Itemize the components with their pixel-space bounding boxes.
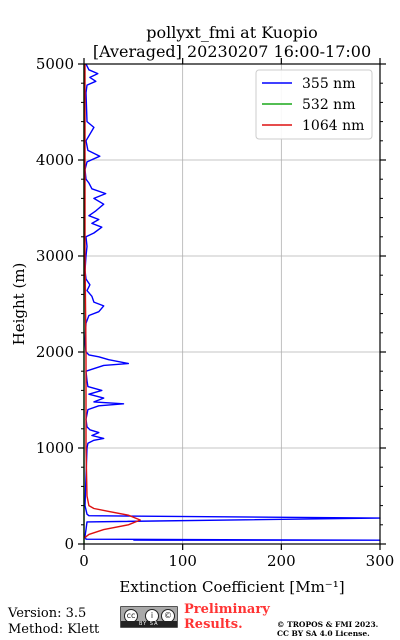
x-tick-label: 100 [168, 552, 197, 570]
copyright-line-1: © TROPOS & FMI 2023. [277, 620, 379, 629]
x-tick-label: 300 [366, 552, 395, 570]
legend-label: 532 nm [302, 97, 355, 113]
copyright-line-2: CC BY SA 4.0 License. [277, 629, 370, 638]
legend-label: 1064 nm [302, 118, 364, 134]
y-tick-label: 4000 [36, 151, 74, 169]
x-axis-label: Extinction Coefficient [Mm⁻¹] [119, 578, 344, 596]
axes-frame [83, 63, 381, 545]
y-axis-label: Height (m) [10, 263, 28, 346]
copyright-notice: © TROPOS & FMI 2023. CC BY SA 4.0 Licens… [277, 620, 378, 638]
series-line-1 [84, 63, 381, 541]
preliminary-line-2: Results. [184, 617, 243, 632]
cc-badge-tag: BY SA [139, 621, 159, 627]
x-tick-label: 0 [79, 552, 89, 570]
cc-badge-band [121, 621, 177, 627]
legend-label: 355 nm [302, 76, 355, 92]
chart-title: pollyxt_fmi at Kuopio [146, 23, 317, 42]
preliminary-notice: Preliminary Results. [184, 602, 270, 632]
y-tick-label: 5000 [36, 55, 74, 73]
legend: 355 nm 532 nm 1064 nm [255, 69, 373, 140]
y-tick-label: 3000 [36, 247, 74, 265]
series-line-3 [83, 64, 141, 539]
x-tick-label: 200 [267, 552, 296, 570]
y-tick-label: 1000 [36, 439, 74, 457]
y-tick-label: 0 [64, 535, 74, 553]
method-text: Method: Klett [8, 622, 100, 637]
cc-license-logo: cc i © BY SA [120, 606, 178, 628]
footer-info: Version: 3.5 Method: Klett [8, 606, 99, 638]
y-tick-label: 2000 [36, 343, 74, 361]
preliminary-line-1: Preliminary [184, 602, 270, 617]
legend-box [255, 69, 373, 140]
version-text: Version: 3.5 [8, 606, 87, 621]
chart-subtitle: [Averaged] 20230207 16:00-17:00 [93, 42, 371, 61]
